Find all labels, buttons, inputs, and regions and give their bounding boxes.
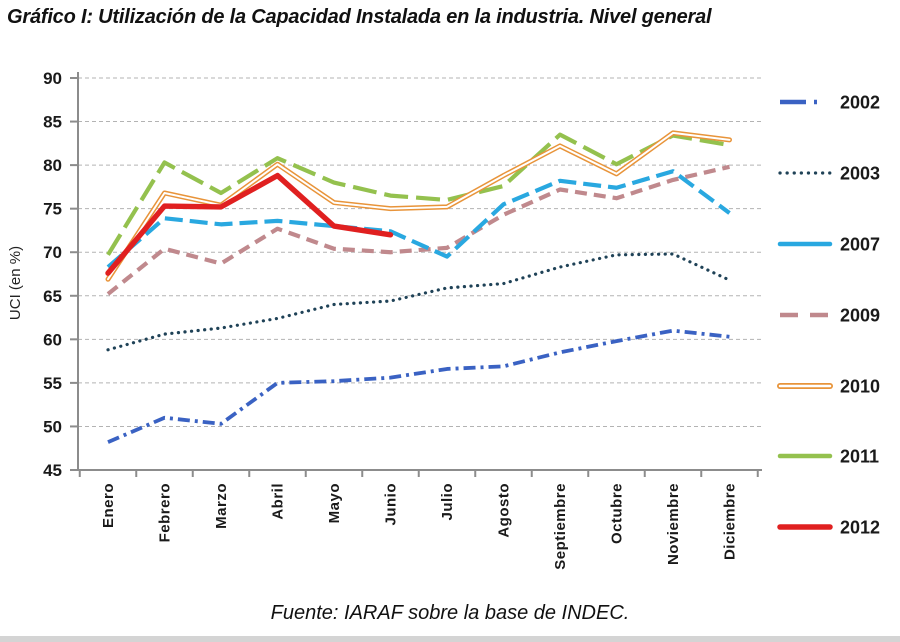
- legend-item-2002: 2002: [780, 93, 880, 113]
- y-tick-label: 50: [43, 417, 62, 436]
- x-tick-label-septiembre: Septiembre: [552, 483, 569, 570]
- month-labels: Enero Febrero Marzo Abril Mayo Junio Julio Agos…: [100, 483, 739, 570]
- y-tick-label: 65: [43, 287, 62, 306]
- legend-label-2012: 2012: [840, 518, 880, 538]
- x-tick-label-noviembre: Noviembre: [665, 483, 682, 565]
- legend-label-2011: 2011: [840, 447, 879, 467]
- series-line-2002: [107, 328, 730, 444]
- bottom-border: [0, 636, 900, 642]
- legend-label-2007: 2007: [840, 235, 880, 255]
- x-tick-label-abril: Abril: [270, 483, 287, 520]
- series-line-2009: [106, 164, 730, 296]
- series-line-2010-inner: [107, 131, 731, 281]
- x-tick-label-diciembre: Diciembre: [722, 483, 739, 560]
- chart-title: Gráfico I: Utilización de la Capacidad I…: [7, 6, 712, 28]
- y-tick-label: 75: [43, 200, 62, 219]
- x-tick-label-julio: Julio: [439, 483, 456, 521]
- legend-item-2007: 2007: [777, 235, 880, 255]
- source-note: Fuente: IARAF sobre la base de INDEC.: [270, 602, 630, 624]
- series-line-2011: [106, 132, 730, 256]
- series-line-2003: [106, 252, 732, 352]
- legend-label-2010: 2010: [840, 377, 880, 397]
- y-tick-label: 60: [43, 330, 62, 349]
- legend-item-2012: 2012: [777, 518, 880, 538]
- legend-item-2003: 2003: [778, 164, 880, 184]
- y-tick-label: 55: [43, 374, 62, 393]
- series-line-2007: [106, 169, 731, 269]
- legend-item-2010: 2010: [777, 377, 880, 397]
- legend-item-2011: 2011: [777, 447, 879, 467]
- x-tick-label-agosto: Agosto: [496, 483, 513, 538]
- legend-label-2003: 2003: [840, 164, 880, 184]
- x-tick-label-junio: Junio: [383, 483, 400, 526]
- legend-label-2009: 2009: [840, 306, 880, 326]
- y-axis-label: UCI (en %): [7, 246, 24, 320]
- y-tick-label: 70: [43, 243, 62, 262]
- x-tick-label-febrero: Febrero: [157, 483, 174, 542]
- legend-item-2009: 2009: [780, 306, 880, 326]
- y-tick-label: 45: [43, 461, 62, 480]
- series-lines: [105, 130, 732, 444]
- x-tick-label-mayo: Mayo: [326, 483, 343, 523]
- y-tick-label: 85: [43, 113, 62, 132]
- x-tick-label-enero: Enero: [100, 483, 117, 528]
- y-tick-label: 80: [43, 156, 62, 175]
- legend: 2002 2003 2007 2009 2010 2011 2012: [777, 93, 880, 538]
- x-tick-label-octubre: Octubre: [609, 483, 626, 544]
- series-line-2012: [105, 172, 394, 276]
- x-tick-label-marzo: Marzo: [213, 483, 230, 529]
- y-tick-label: 90: [43, 69, 62, 88]
- plot-area: 45 50 55 60 65 70 75 80 85 90 Enero Febrero Marzo Abr…: [43, 69, 880, 570]
- axes: 45 50 55 60 65 70 75 80 85 90: [43, 69, 762, 480]
- legend-label-2002: 2002: [840, 93, 880, 113]
